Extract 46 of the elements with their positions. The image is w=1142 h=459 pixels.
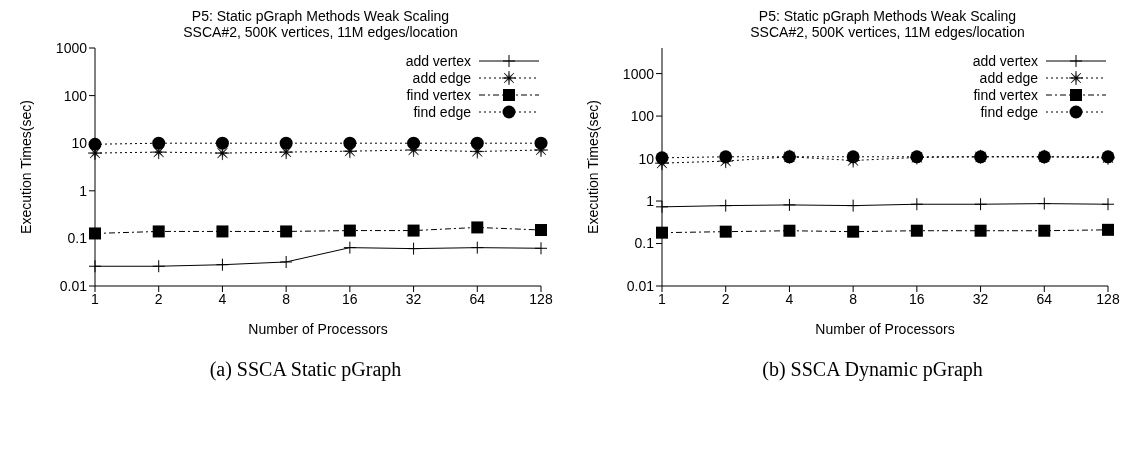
x-tick-label: 8 <box>849 290 858 307</box>
x-axis-title: Number of Processors <box>815 321 955 337</box>
legend-label: find vertex <box>973 86 1038 103</box>
x-tick-label: 32 <box>405 290 422 307</box>
y-axis-title: Execution Times(sec) <box>584 100 601 234</box>
legend-label: add vertex <box>405 52 471 69</box>
y-tick-label: 100 <box>630 108 655 125</box>
legend-label: add edge <box>412 69 471 86</box>
x-tick-label: 32 <box>972 290 989 307</box>
x-axis-title: Number of Processors <box>248 321 388 337</box>
y-tick-label: 0.01 <box>626 277 655 294</box>
y-tick-label: 10 <box>638 150 655 167</box>
legend-label: find edge <box>980 103 1038 120</box>
x-tick-label: 2 <box>154 290 163 307</box>
y-tick-label: 1 <box>79 182 88 199</box>
y-tick-label: 0.01 <box>59 277 88 294</box>
text: (b) SSCA Dynamic pGraph <box>761 358 984 381</box>
text: (a) SSCA Static pGraph <box>208 358 403 381</box>
legend-label: find vertex <box>406 86 471 103</box>
y-tick-label: 1000 <box>55 39 88 56</box>
y-tick-label: 1 <box>646 193 655 209</box>
x-tick-label: 1 <box>658 290 667 307</box>
x-tick-label: 1 <box>91 290 100 307</box>
chart-title: P5: Static pGraph Methods Weak Scaling <box>190 8 451 24</box>
x-tick-label: 4 <box>785 290 794 307</box>
x-tick-label: 64 <box>469 290 486 307</box>
x-tick-label: 16 <box>909 290 925 307</box>
y-axis-title: Execution Times(sec) <box>17 100 34 234</box>
y-tick-label: 1000 <box>622 65 655 82</box>
chart-title: P5: Static pGraph Methods Weak Scaling <box>757 8 1018 24</box>
y-tick-label: 0.1 <box>634 235 655 252</box>
y-tick-label: 100 <box>63 87 88 104</box>
x-tick-label: 2 <box>721 290 730 307</box>
y-tick-label: 10 <box>71 135 88 152</box>
x-tick-label: 128 <box>1096 290 1120 307</box>
x-tick-label: 64 <box>1036 290 1053 307</box>
x-tick-label: 128 <box>529 290 553 307</box>
legend-label: add vertex <box>972 52 1038 69</box>
chart-subtitle: SSCA#2, 500K vertices, 11M edges/location <box>182 24 459 40</box>
legend-label: find edge <box>413 103 471 120</box>
legend-label: add edge <box>979 69 1038 86</box>
y-tick-label: 0.1 <box>67 230 88 247</box>
chart-subtitle: SSCA#2, 500K vertices, 11M edges/location <box>749 24 1026 40</box>
x-tick-label: 8 <box>282 290 291 307</box>
x-tick-label: 4 <box>218 290 227 307</box>
x-tick-label: 16 <box>342 290 358 307</box>
